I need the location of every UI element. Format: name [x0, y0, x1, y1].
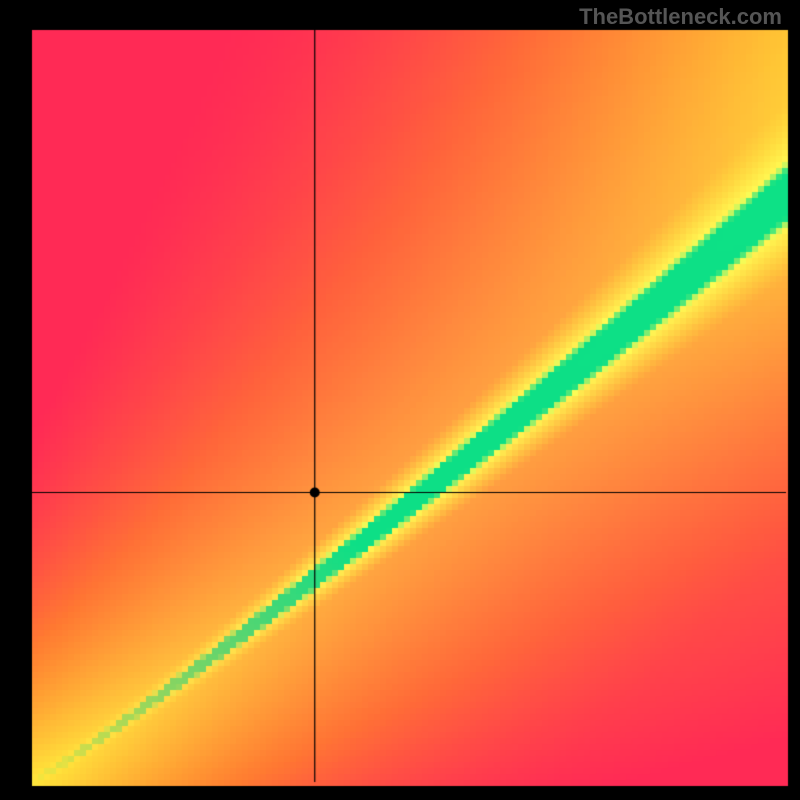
bottleneck-heatmap — [0, 0, 800, 800]
watermark-label: TheBottleneck.com — [579, 4, 782, 30]
chart-container: TheBottleneck.com — [0, 0, 800, 800]
